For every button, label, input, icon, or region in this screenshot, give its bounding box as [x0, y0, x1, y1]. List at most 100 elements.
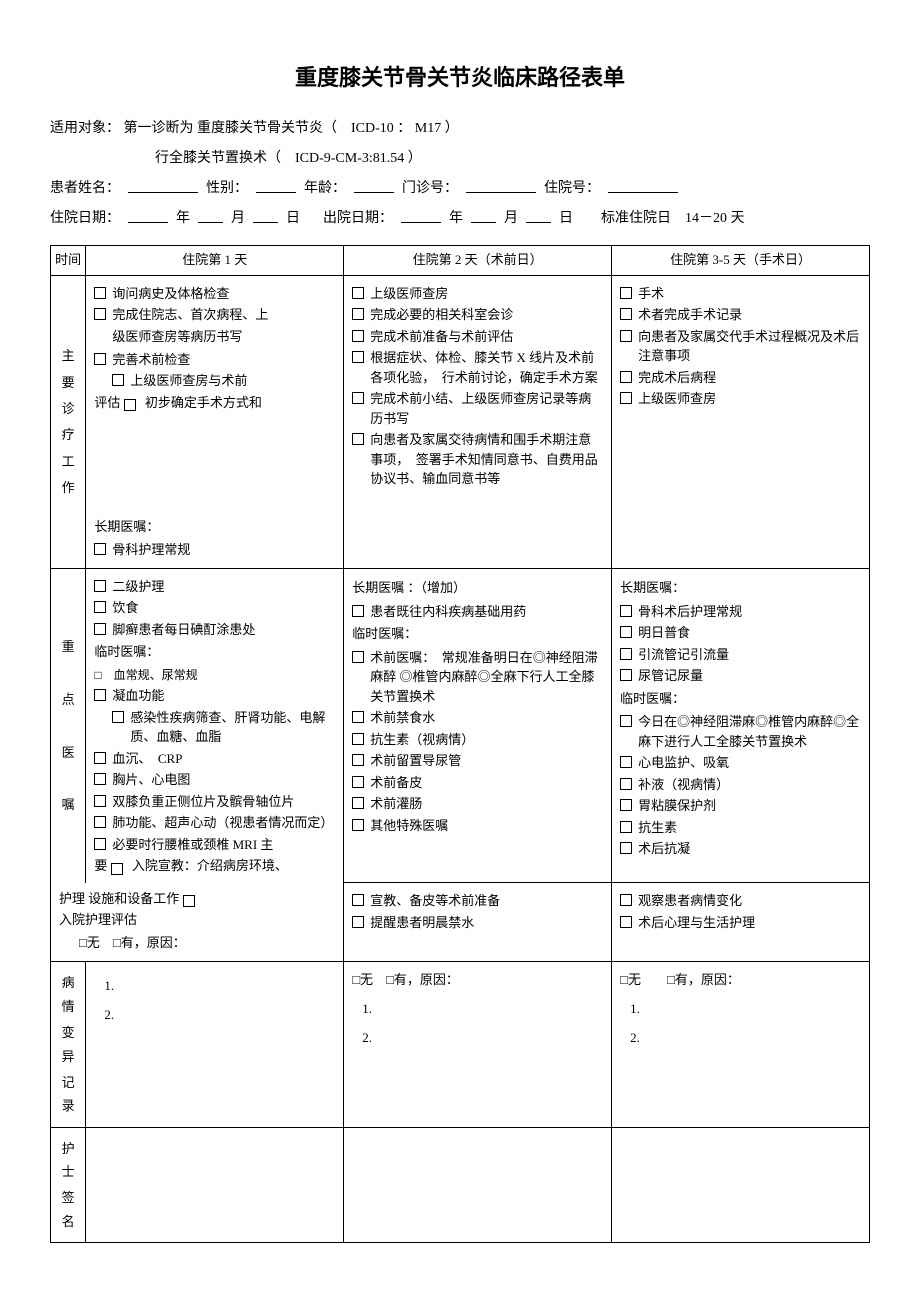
checkbox[interactable]: [620, 894, 632, 906]
row4-col1: 1. 2.: [86, 962, 344, 1127]
applicable-label: 适用对象：: [50, 121, 120, 136]
row2-col1: 二级护理 饮食 脚癣患者每日碘酊涂患处 临时医嘱： □ 血常规、尿常规 凝血功能…: [86, 568, 344, 883]
checkbox[interactable]: [94, 689, 106, 701]
checkbox[interactable]: [620, 916, 632, 928]
checkbox[interactable]: [620, 821, 632, 833]
outpatient-label: 门诊号：: [402, 175, 458, 203]
time-header: 时间: [51, 246, 86, 276]
admit-day-input[interactable]: [253, 205, 278, 223]
nurse-sign-3[interactable]: [612, 1127, 870, 1243]
checkbox[interactable]: [352, 711, 364, 723]
nurse-sign-2[interactable]: [344, 1127, 612, 1243]
checkbox[interactable]: [352, 651, 364, 663]
gender-label: 性别：: [206, 175, 248, 203]
checkbox[interactable]: [620, 799, 632, 811]
row4-label: 病情 变异 记录: [51, 962, 86, 1127]
row4-col2: □无 □有，原因： 1. 2.: [344, 962, 612, 1127]
checkbox[interactable]: [94, 287, 106, 299]
header-section: 适用对象： 第一诊断为 重度膝关节骨关节炎（ ICD-10 ： M17 ） 行全…: [50, 115, 870, 233]
inpatient-input[interactable]: [608, 175, 678, 193]
checkbox[interactable]: [112, 374, 124, 386]
checkbox[interactable]: [620, 605, 632, 617]
checkbox[interactable]: [620, 715, 632, 727]
age-input[interactable]: [354, 175, 394, 193]
checkbox[interactable]: [352, 392, 364, 404]
checkbox[interactable]: [94, 816, 106, 828]
clinical-pathway-table: 时间 住院第 1 天 住院第 2 天（术前日） 住院第 3-5 天（手术日） 主…: [50, 245, 870, 1243]
checkbox[interactable]: [94, 623, 106, 635]
row3-col2: 宣教、备皮等术前准备 提醒患者明晨禁水: [344, 883, 612, 962]
row1-col3: 手术 术者完成手术记录 向患者及家属交代手术过程概况及术后注意事项 完成术后病程…: [612, 275, 870, 568]
admit-year-input[interactable]: [128, 205, 168, 223]
checkbox[interactable]: [94, 601, 106, 613]
checkbox[interactable]: [352, 894, 364, 906]
age-label: 年龄：: [304, 175, 346, 203]
standard-days-label: 标准住院日 14－20 天: [601, 205, 745, 233]
variance-no[interactable]: □无: [620, 972, 641, 987]
checkbox[interactable]: [352, 605, 364, 617]
row2-col2: 长期医嘱 ：（增加） 患者既往内科疾病基础用药 临时医嘱： 术前医嘱： 常规准备…: [344, 568, 612, 883]
variance-yes[interactable]: □有，原因：: [667, 972, 740, 987]
day1-header: 住院第 1 天: [86, 246, 344, 276]
checkbox[interactable]: [352, 797, 364, 809]
checkbox[interactable]: [620, 392, 632, 404]
row1-col2: 上级医师查房 完成必要的相关科室会诊 完成术前准备与术前评估 根据症状、体检、膝…: [344, 275, 612, 568]
checkbox[interactable]: [352, 351, 364, 363]
row4-col3: □无 □有，原因： 1. 2.: [612, 962, 870, 1127]
checkbox[interactable]: [352, 433, 364, 445]
checkbox[interactable]: [94, 308, 106, 320]
checkbox[interactable]: [620, 842, 632, 854]
discharge-day-input[interactable]: [526, 205, 551, 223]
checkbox[interactable]: [352, 754, 364, 766]
discharge-date-label: 出院日期：: [323, 205, 393, 233]
checkbox[interactable]: [352, 819, 364, 831]
row2-label: 重 点 医 嘱: [51, 568, 86, 883]
admit-month-input[interactable]: [198, 205, 223, 223]
gender-input[interactable]: [256, 175, 296, 193]
day2-header: 住院第 2 天（术前日）: [344, 246, 612, 276]
checkbox[interactable]: [94, 353, 106, 365]
discharge-year-input[interactable]: [401, 205, 441, 223]
checkbox[interactable]: [183, 895, 195, 907]
checkbox[interactable]: [352, 733, 364, 745]
checkbox[interactable]: [620, 330, 632, 342]
variance-yes[interactable]: □有，原因：: [386, 972, 459, 987]
nurse-sign-1[interactable]: [86, 1127, 344, 1243]
variance-no[interactable]: □无: [79, 935, 100, 950]
checkbox[interactable]: [620, 371, 632, 383]
patient-name-label: 患者姓名：: [50, 175, 120, 203]
variance-yes[interactable]: □有，原因：: [113, 935, 186, 950]
checkbox[interactable]: [352, 916, 364, 928]
checkbox[interactable]: [620, 669, 632, 681]
row3-col3: 观察患者病情变化 术后心理与生活护理: [612, 883, 870, 962]
checkbox[interactable]: [94, 543, 106, 555]
row3-col1-merged: 护理 设施和设备工作 入院护理评估 □无 □有，原因：: [51, 883, 344, 962]
checkbox[interactable]: [94, 773, 106, 785]
checkbox[interactable]: [620, 756, 632, 768]
checkbox[interactable]: [620, 778, 632, 790]
patient-name-input[interactable]: [128, 175, 198, 193]
checkbox[interactable]: [620, 308, 632, 320]
day-label-2: 日: [559, 205, 573, 233]
variance-no[interactable]: □无: [352, 972, 373, 987]
year-label-1: 年: [176, 205, 190, 233]
day3-header: 住院第 3-5 天（手术日）: [612, 246, 870, 276]
checkbox[interactable]: [352, 287, 364, 299]
checkbox[interactable]: [620, 287, 632, 299]
inpatient-label: 住院号：: [544, 175, 600, 203]
checkbox[interactable]: [620, 626, 632, 638]
checkbox[interactable]: [94, 795, 106, 807]
outpatient-input[interactable]: [466, 175, 536, 193]
checkbox[interactable]: [94, 580, 106, 592]
checkbox[interactable]: [94, 838, 106, 850]
checkbox[interactable]: [352, 776, 364, 788]
checkbox[interactable]: [111, 863, 123, 875]
discharge-month-input[interactable]: [471, 205, 496, 223]
checkbox[interactable]: [124, 399, 136, 411]
checkbox[interactable]: [620, 648, 632, 660]
checkbox[interactable]: [352, 330, 364, 342]
checkbox[interactable]: [112, 711, 124, 723]
row5-label: 护士 签名: [51, 1127, 86, 1243]
checkbox[interactable]: [94, 752, 106, 764]
checkbox[interactable]: [352, 308, 364, 320]
